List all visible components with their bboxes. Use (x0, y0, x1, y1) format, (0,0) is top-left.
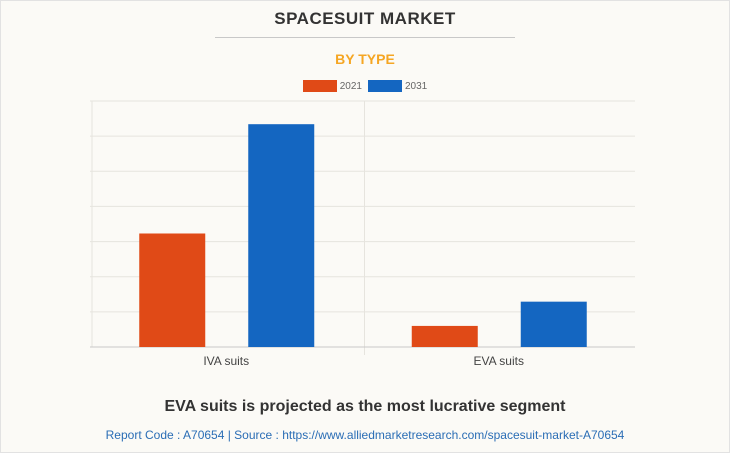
legend: 2021 2031 (0, 80, 730, 92)
chart-subtitle: BY TYPE (335, 51, 395, 67)
legend-label: 2031 (405, 80, 428, 92)
source-text[interactable]: Report Code : A70654 | Source : https://… (105, 428, 625, 442)
x-tick-label: EVA suits (474, 354, 524, 368)
legend-item-2031[interactable]: 2031 (368, 80, 427, 92)
takeaway-text: EVA suits is projected as the most lucra… (164, 398, 566, 415)
bar-2021-iva-suits (139, 233, 206, 347)
legend-item-2021[interactable]: 2021 (302, 80, 362, 92)
title-divider (215, 37, 515, 38)
x-tick-label: IVA suits (203, 354, 249, 368)
chart-title: SPACESUIT MARKET (274, 9, 456, 28)
legend-swatch (302, 80, 337, 92)
bar-2031-eva-suits (520, 301, 587, 347)
bar-2031-iva-suits (248, 124, 315, 348)
legend-swatch (368, 80, 402, 92)
legend-label: 2021 (339, 80, 362, 92)
bar-2021-eva-suits (411, 325, 478, 347)
